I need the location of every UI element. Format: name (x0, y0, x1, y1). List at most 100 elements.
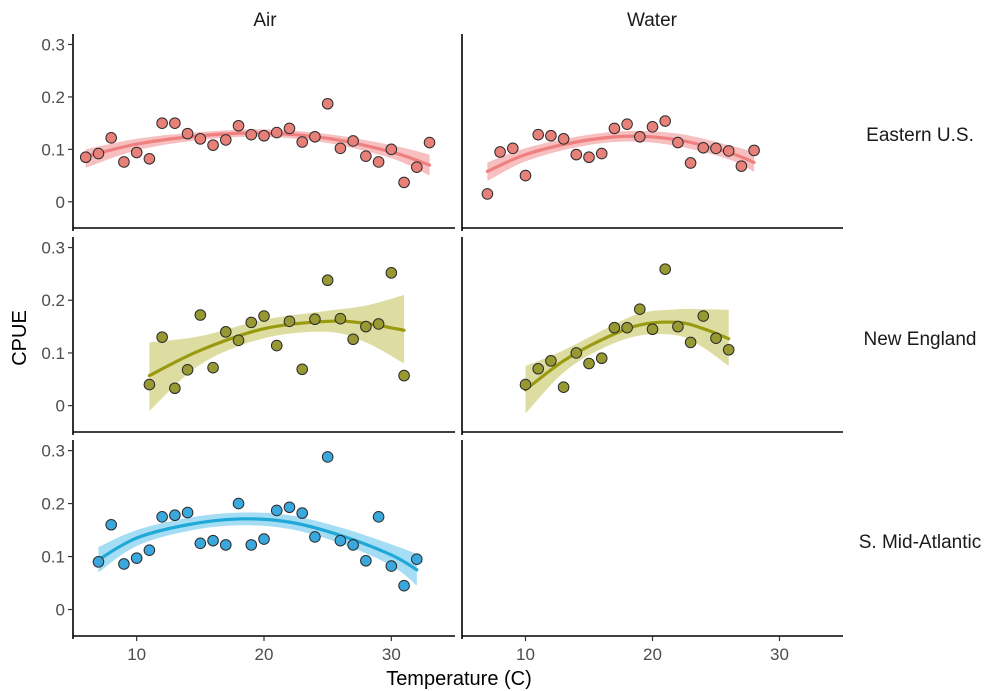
data-point-water-eastern-u-s-4 (532, 128, 545, 141)
data-point-air-s-mid-atlantic-11 (232, 497, 245, 510)
data-point-water-new-england-8 (621, 321, 633, 334)
data-point-air-s-mid-atlantic-14 (270, 504, 283, 517)
data-point-air-new-england-16 (347, 333, 359, 346)
data-point-air-new-england-12 (296, 363, 309, 376)
data-point-air-s-mid-atlantic-19 (334, 534, 347, 547)
data-point-water-eastern-u-s-12 (634, 130, 646, 143)
data-point-air-new-england-14 (321, 274, 334, 287)
data-point-water-eastern-u-s-10 (608, 122, 621, 135)
data-point-air-eastern-u-s-18 (309, 130, 321, 143)
y-tick-label-new-england-3: 0.3 (41, 239, 65, 258)
data-point-water-new-england-6 (595, 352, 608, 365)
data-point-air-eastern-u-s-25 (398, 176, 410, 189)
data-point-air-s-mid-atlantic-6 (169, 509, 181, 522)
data-point-air-s-mid-atlantic-15 (283, 501, 296, 514)
data-point-water-new-england-12 (672, 320, 684, 333)
data-point-air-eastern-u-s-13 (245, 128, 258, 141)
data-point-air-s-mid-atlantic-7 (181, 506, 194, 519)
data-point-air-eastern-u-s-17 (296, 136, 309, 148)
x-tick-label-air-1: 20 (255, 645, 274, 664)
data-point-air-eastern-u-s-10 (207, 139, 219, 151)
data-point-air-eastern-u-s-19 (321, 97, 334, 110)
panel-air-eastern-u-s (79, 97, 436, 189)
data-point-air-new-england-7 (232, 334, 245, 347)
data-point-air-s-mid-atlantic-21 (360, 554, 372, 567)
fit-line-air-s-mid-atlantic (96, 517, 419, 572)
data-point-water-new-england-0 (519, 378, 532, 391)
data-point-water-eastern-u-s-7 (570, 148, 583, 161)
data-point-water-eastern-u-s-8 (583, 151, 595, 164)
data-point-air-new-england-9 (258, 310, 270, 322)
y-tick-label-new-england-2: 0.2 (41, 291, 65, 310)
data-point-water-new-england-4 (570, 347, 583, 359)
data-point-water-new-england-5 (583, 357, 595, 370)
data-point-air-eastern-u-s-8 (181, 127, 194, 140)
data-point-air-eastern-u-s-6 (156, 117, 168, 129)
column-strip-water: Water (627, 10, 678, 31)
panel-water-new-england (519, 263, 735, 414)
confidence-band-water-eastern-u-s (487, 130, 755, 181)
axes-layer: Air Water Eastern U.S. New England S. Mi… (9, 10, 981, 690)
row-strip-s-mid-atlantic: S. Mid-Atlantic (859, 532, 981, 553)
data-point-water-new-england-11 (659, 263, 672, 275)
data-point-water-new-england-13 (684, 336, 697, 349)
y-tick-label-s-mid-atlantic-0: 0 (56, 601, 65, 620)
y-tick-label-new-england-0: 0 (56, 397, 65, 416)
data-point-air-new-england-4 (194, 309, 207, 321)
x-axis-title: Temperature (C) (386, 668, 532, 690)
data-point-air-new-england-5 (207, 361, 219, 374)
data-point-air-s-mid-atlantic-16 (296, 507, 309, 519)
data-point-air-eastern-u-s-15 (270, 126, 283, 139)
data-point-air-s-mid-atlantic-20 (347, 539, 359, 551)
data-point-air-s-mid-atlantic-1 (105, 518, 117, 531)
y-tick-label-new-england-1: 0.1 (41, 344, 65, 363)
data-point-air-new-england-13 (309, 313, 321, 326)
data-point-water-eastern-u-s-14 (659, 115, 672, 127)
data-point-air-eastern-u-s-23 (372, 156, 385, 168)
data-point-air-eastern-u-s-22 (360, 150, 372, 162)
confidence-band-air-s-mid-atlantic (98, 512, 417, 586)
data-point-water-eastern-u-s-15 (672, 136, 684, 149)
x-tick-label-water-2: 30 (770, 645, 789, 664)
data-point-water-eastern-u-s-17 (697, 141, 710, 154)
data-point-air-new-england-6 (220, 326, 232, 338)
x-tick-label-air-0: 10 (127, 645, 146, 664)
data-point-air-eastern-u-s-26 (411, 161, 423, 173)
data-point-air-eastern-u-s-9 (194, 133, 207, 145)
data-point-air-new-england-1 (156, 331, 168, 343)
data-point-air-eastern-u-s-11 (220, 134, 232, 146)
data-point-air-new-england-0 (143, 378, 156, 391)
y-tick-label-eastern-u-s-0: 0 (56, 193, 65, 212)
column-strip-air: Air (253, 10, 277, 31)
data-point-air-s-mid-atlantic-13 (258, 533, 270, 545)
data-point-water-eastern-u-s-9 (595, 147, 608, 160)
data-point-air-eastern-u-s-2 (105, 132, 117, 144)
data-point-air-new-england-10 (270, 339, 283, 352)
data-point-water-new-england-15 (710, 332, 722, 344)
data-point-water-eastern-u-s-1 (494, 146, 506, 158)
panel-air-s-mid-atlantic (92, 451, 423, 592)
data-point-air-new-england-19 (385, 267, 398, 279)
data-point-air-eastern-u-s-1 (92, 147, 105, 160)
data-point-water-eastern-u-s-18 (710, 142, 722, 155)
data-point-air-new-england-3 (181, 364, 194, 376)
data-point-water-eastern-u-s-2 (507, 142, 519, 155)
data-point-water-new-england-7 (608, 321, 621, 334)
x-tick-label-water-1: 20 (643, 645, 662, 664)
data-point-air-s-mid-atlantic-12 (245, 539, 258, 551)
data-point-air-s-mid-atlantic-18 (321, 451, 334, 463)
data-point-air-eastern-u-s-27 (423, 136, 436, 149)
data-point-water-eastern-u-s-5 (545, 129, 557, 142)
data-point-air-eastern-u-s-3 (118, 156, 130, 168)
data-point-air-eastern-u-s-12 (232, 119, 245, 132)
data-point-water-eastern-u-s-20 (735, 160, 748, 172)
data-point-water-eastern-u-s-11 (621, 118, 633, 130)
data-point-water-eastern-u-s-19 (722, 145, 735, 157)
data-point-water-new-england-14 (697, 310, 710, 322)
data-point-air-new-england-20 (398, 369, 410, 382)
data-point-air-s-mid-atlantic-5 (156, 511, 168, 523)
data-point-water-new-england-16 (722, 343, 735, 356)
fit-line-water-new-england (523, 320, 731, 392)
y-axis-title: CPUE (9, 310, 31, 366)
